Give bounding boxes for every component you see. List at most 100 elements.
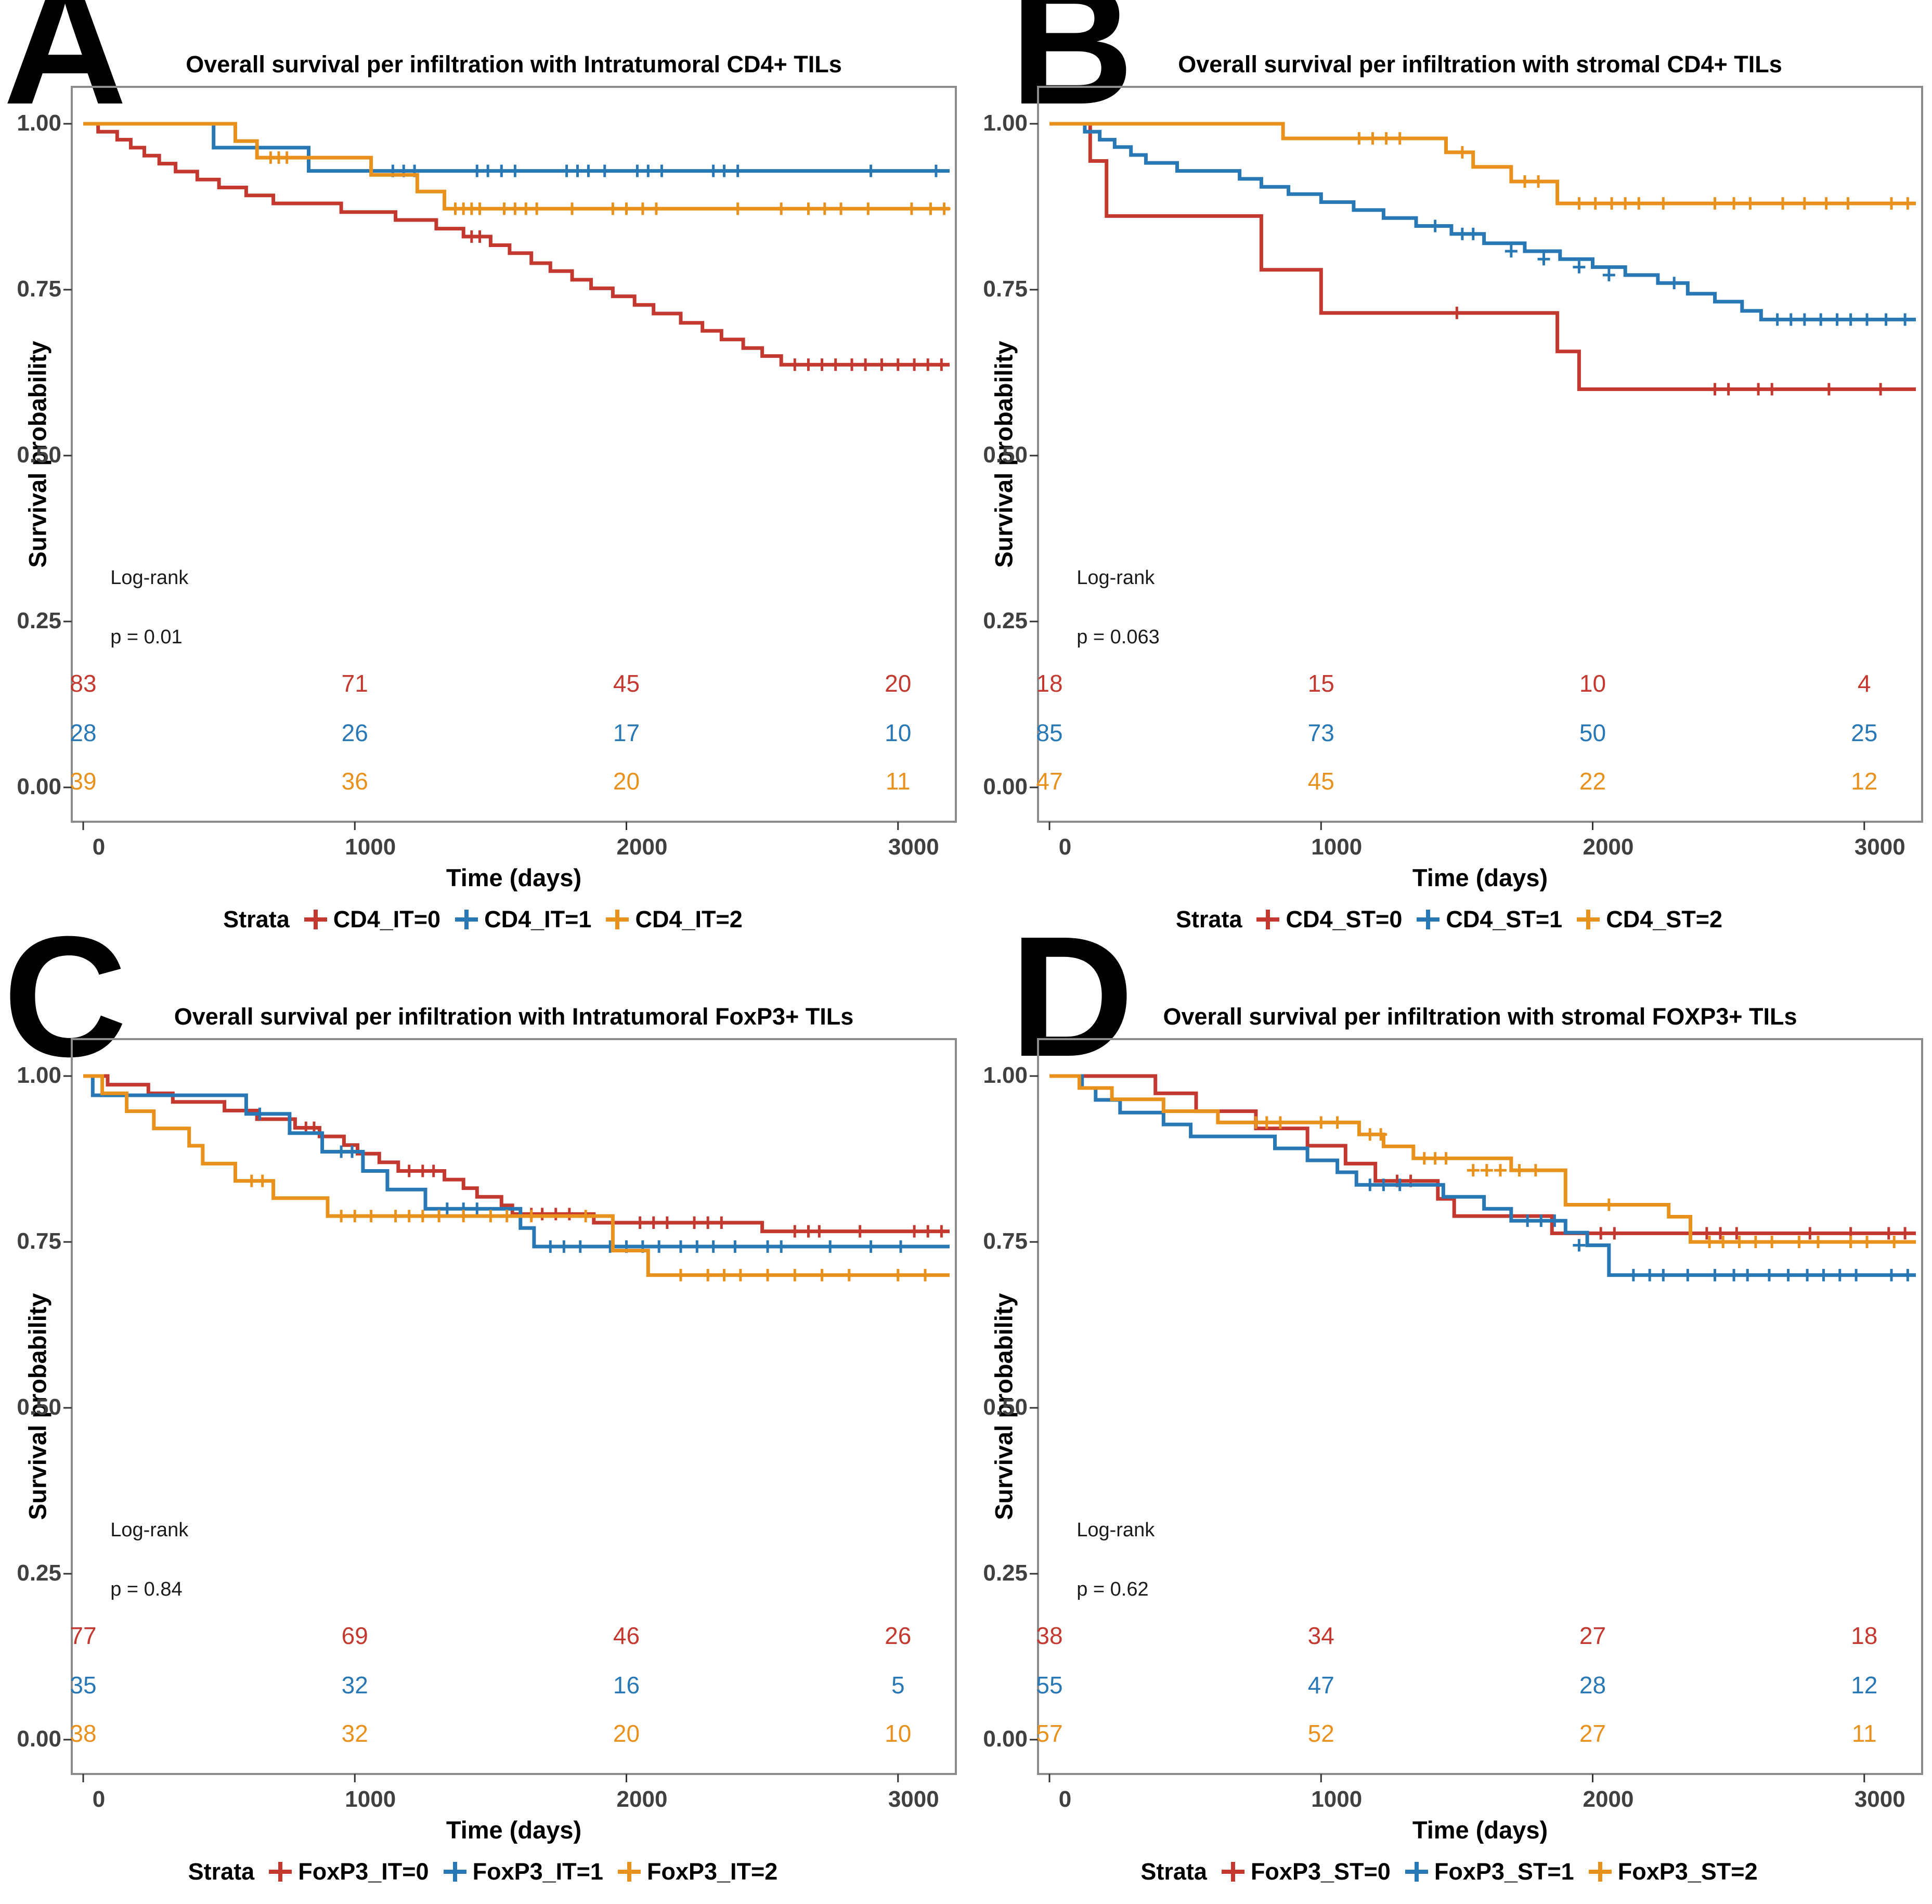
- x-tick-label: 1000: [1311, 1786, 1363, 1812]
- x-tick-label: 1000: [345, 1786, 396, 1812]
- logrank-annotation: Log-rank: [110, 567, 189, 589]
- legend-entry-FoxP3_ST=1: FoxP3_ST=1: [1404, 1858, 1574, 1885]
- panel-letter: B: [1010, 0, 1134, 140]
- km-curve-FoxP3_ST=1: [1049, 1074, 1916, 1277]
- risk-count: 5: [891, 1672, 905, 1699]
- legend-entry-FoxP3_ST=2: FoxP3_ST=2: [1588, 1858, 1758, 1885]
- plus-marker-icon: [617, 1862, 641, 1882]
- y-tick-label: 0.00: [983, 1726, 1028, 1752]
- risk-count: 77: [70, 1622, 96, 1649]
- plus-marker-icon: [455, 910, 478, 929]
- km-curve-FoxP3_IT=2: [83, 1074, 950, 1277]
- plus-marker-icon: [1577, 910, 1600, 929]
- plus-marker-icon: [269, 1862, 292, 1882]
- risk-count: 18: [1851, 1622, 1877, 1649]
- p-value-annotation: p = 0.063: [1077, 626, 1160, 648]
- censor-marks-FoxP3_IT=0: [300, 1121, 948, 1238]
- legend-label: FoxP3_ST=1: [1434, 1858, 1574, 1885]
- legend-title: Strata: [1175, 906, 1242, 932]
- strata-legend: Strata CD4_IT=0 CD4_IT=1 CD4_IT=2: [0, 906, 966, 933]
- censor-marks-CD4_ST=0: [1450, 306, 1887, 396]
- y-tick-label: 0.25: [17, 1560, 61, 1586]
- plus-marker-icon: [606, 910, 629, 929]
- p-value-annotation: p = 0.62: [1077, 1578, 1148, 1600]
- panel-border: [1037, 1038, 1923, 1775]
- censor-marks-FoxP3_ST=0: [1391, 1174, 1912, 1240]
- x-axis-label: Time (days): [446, 1816, 582, 1844]
- risk-count: 28: [70, 719, 96, 746]
- km-curve-CD4_ST=2: [1049, 122, 1916, 205]
- risk-count: 27: [1579, 1720, 1606, 1747]
- plus-marker-icon: [1221, 1862, 1244, 1882]
- x-tick-label: 3000: [888, 1786, 939, 1812]
- legend-label: FoxP3_ST=0: [1250, 1858, 1391, 1885]
- km-curve-FoxP3_ST=2: [1049, 1074, 1916, 1244]
- km-curve-FoxP3_IT=0: [83, 1074, 950, 1234]
- km-panel-D: D Overall survival per infiltration with…: [966, 911, 1932, 1904]
- risk-count: 39: [70, 768, 96, 795]
- risk-count: 38: [1036, 1622, 1062, 1649]
- censor-marks-CD4_ST=2: [1353, 132, 1914, 210]
- legend-entry-FoxP3_IT=1: FoxP3_IT=1: [443, 1858, 603, 1885]
- legend-label: CD4_IT=0: [333, 906, 441, 932]
- plus-marker-icon: [1256, 910, 1280, 929]
- censor-marks-FoxP3_ST=1: [1364, 1178, 1914, 1281]
- km-curve-CD4_ST=0: [1049, 122, 1916, 391]
- km-plot: Log-rank p = 0.84 77 69 46 26 35 32 16 5 38 32 20 10: [63, 1038, 957, 1782]
- risk-count: 22: [1579, 768, 1606, 795]
- y-tick-label: 1.00: [983, 110, 1028, 136]
- km-panel-B: B Overall survival per infiltration with…: [966, 0, 1932, 952]
- legend-entry-CD4_IT=2: CD4_IT=2: [605, 906, 743, 933]
- y-tick-label: 1.00: [17, 1063, 61, 1088]
- x-tick-label: 2000: [1583, 834, 1634, 860]
- risk-count: 46: [613, 1622, 640, 1649]
- p-value-annotation: p = 0.01: [110, 626, 182, 648]
- risk-count: 28: [1579, 1672, 1606, 1699]
- legend-entry-FoxP3_ST=0: FoxP3_ST=0: [1221, 1858, 1391, 1885]
- legend-label: FoxP3_ST=2: [1617, 1858, 1758, 1885]
- legend-entry-CD4_IT=1: CD4_IT=1: [454, 906, 591, 933]
- risk-count: 47: [1308, 1672, 1334, 1699]
- x-axis-label: Time (days): [1412, 864, 1548, 891]
- risk-count: 20: [613, 1720, 640, 1747]
- logrank-annotation: Log-rank: [1077, 1519, 1155, 1541]
- legend-title: Strata: [1140, 1858, 1207, 1885]
- y-tick-label: 0.25: [983, 608, 1028, 633]
- risk-count: 20: [885, 670, 911, 697]
- x-tick-label: 2000: [616, 1786, 668, 1812]
- legend-label: FoxP3_IT=0: [298, 1858, 429, 1885]
- km-panel-A: A Overall survival per infiltration with…: [0, 0, 966, 952]
- legend-title: Strata: [188, 1858, 255, 1885]
- km-curve-CD4_ST=1: [1049, 122, 1916, 321]
- plus-marker-icon: [304, 910, 327, 929]
- risk-count: 85: [1036, 719, 1062, 746]
- risk-count: 15: [1308, 670, 1334, 697]
- legend-entry-CD4_ST=1: CD4_ST=1: [1416, 906, 1562, 933]
- risk-count: 26: [885, 1622, 911, 1649]
- y-tick-label: 0.00: [17, 774, 61, 799]
- panel-letter: D: [1010, 900, 1134, 1092]
- risk-count: 4: [1858, 670, 1871, 697]
- x-axis-label: Time (days): [446, 864, 582, 891]
- legend-entry-FoxP3_IT=0: FoxP3_IT=0: [268, 1858, 429, 1885]
- panel-border: [1037, 86, 1923, 823]
- x-tick-label: 3000: [1854, 1786, 1905, 1812]
- legend-label: FoxP3_IT=1: [472, 1858, 603, 1885]
- y-tick-label: 0.25: [983, 1560, 1028, 1586]
- risk-count: 45: [1308, 768, 1334, 795]
- risk-count: 17: [613, 719, 640, 746]
- risk-count: 16: [613, 1672, 640, 1699]
- risk-count: 32: [342, 1720, 368, 1747]
- km-panel-C: C Overall survival per infiltration with…: [0, 911, 966, 1904]
- plus-marker-icon: [443, 1862, 466, 1882]
- y-tick-label: 0.00: [17, 1726, 61, 1752]
- y-tick-label: 0.75: [17, 1228, 61, 1254]
- plus-marker-icon: [1417, 910, 1440, 929]
- legend-label: CD4_IT=1: [484, 906, 592, 932]
- panel-title: Overall survival per infiltration with I…: [186, 51, 842, 77]
- risk-count: 50: [1579, 719, 1606, 746]
- legend-label: CD4_ST=1: [1446, 906, 1563, 932]
- x-tick-label: 2000: [616, 834, 668, 860]
- x-tick-label: 3000: [1854, 834, 1905, 860]
